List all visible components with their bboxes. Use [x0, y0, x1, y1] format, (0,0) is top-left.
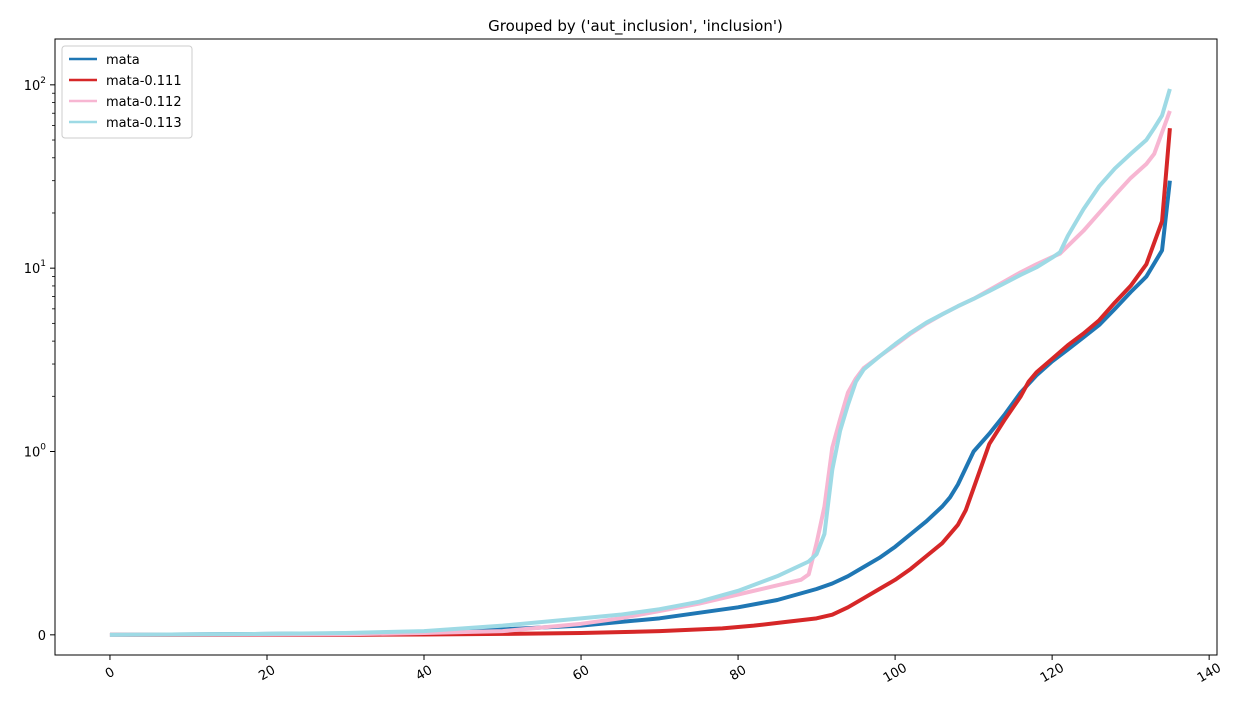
y-tick-label-3: 102 [24, 76, 46, 94]
legend-label-1: mata-0.111 [106, 74, 182, 89]
x-tick-label-4: 80 [727, 663, 749, 684]
legend: mata mata-0.111 mata-0.112 mata-0.113 [61, 45, 193, 139]
x-tick-label-5: 100 [881, 661, 910, 686]
legend-label-3: mata-0.113 [106, 116, 182, 131]
x-axis: 0 20 40 60 80 100 120 140 [103, 655, 1224, 686]
legend-box [61, 45, 193, 139]
series-line-1 [109, 128, 1172, 637]
plot-frame [54, 38, 1218, 656]
y-tick-label-0: 0 [38, 629, 46, 644]
x-tick-label-7: 140 [1195, 661, 1224, 686]
x-tick-label-3: 60 [570, 663, 592, 684]
x-tick-label-0: 0 [103, 665, 118, 682]
legend-label-2: mata-0.112 [106, 95, 182, 110]
series-layer [109, 88, 1172, 637]
series-line-2 [109, 110, 1172, 637]
y-axis: 0 100 101 102 [24, 76, 55, 644]
chart-title: Grouped by ('aut_inclusion', 'inclusion'… [488, 17, 783, 36]
y-tick-label-1: 100 [24, 443, 47, 461]
x-tick-label-1: 20 [256, 663, 278, 684]
x-tick-label-6: 120 [1038, 661, 1067, 686]
y-tick-label-2: 101 [24, 259, 46, 277]
x-tick-label-2: 40 [413, 663, 435, 684]
series-line-0 [109, 180, 1172, 637]
legend-label-0: mata [106, 53, 140, 68]
series-line-3 [109, 88, 1172, 637]
